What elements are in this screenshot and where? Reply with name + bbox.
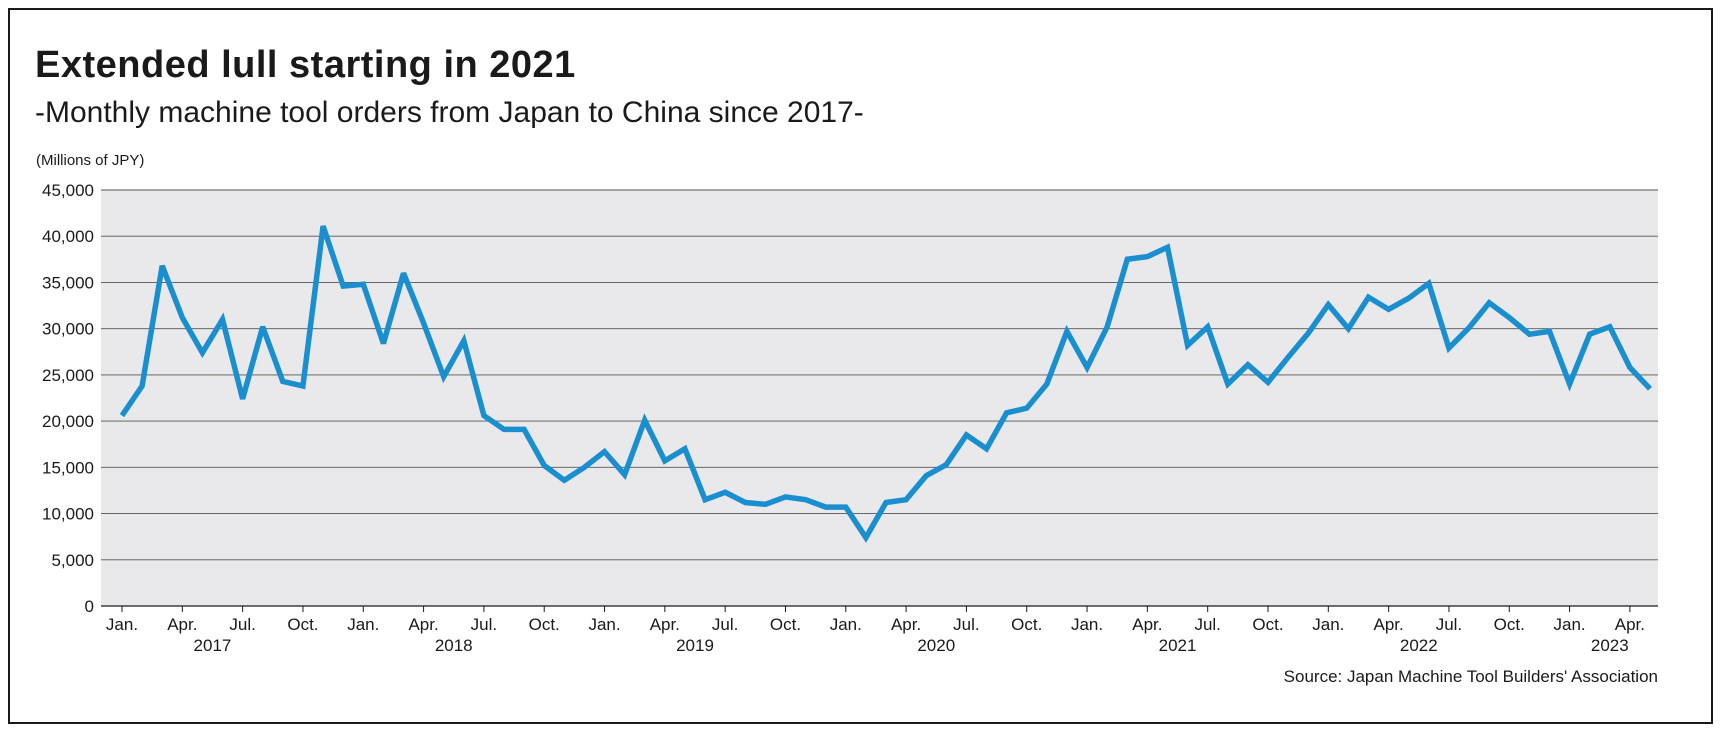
y-axis-tick-labels: 0 5,000 10,000 15,000 20,000 25,000 30,000 35,0… [42, 181, 94, 616]
chart-frame [8, 8, 1713, 724]
y-tick-label: 25,000 [42, 366, 94, 385]
x-tick-label: Apr. [1374, 615, 1404, 634]
x-tick-label: Jan. [1554, 615, 1586, 634]
y-axis-label: (Millions of JPY) [36, 152, 144, 169]
y-tick-label: 5,000 [51, 551, 94, 570]
x-tick-label: Apr. [1132, 615, 1162, 634]
x-tick-label: Jul. [471, 615, 497, 634]
series-group [119, 225, 1653, 543]
x-tick-label: Jan. [588, 615, 620, 634]
y-tick-label: 45,000 [42, 181, 94, 200]
year-label: 2023 [1591, 636, 1629, 655]
x-tick-label: Apr. [650, 615, 680, 634]
x-tick-label: Apr. [167, 615, 197, 634]
x-tick-label: Apr. [408, 615, 438, 634]
year-label: 2018 [435, 636, 473, 655]
y-tick-label: 0 [85, 597, 94, 616]
year-label: 2022 [1400, 636, 1438, 655]
x-tick-label: Oct. [1011, 615, 1042, 634]
year-label: 2019 [676, 636, 714, 655]
x-tick-label: Oct. [1252, 615, 1283, 634]
x-tick-label: Jan. [347, 615, 379, 634]
plot-background [101, 190, 1658, 606]
x-tick-label: Jul. [712, 615, 738, 634]
year-label: 2017 [194, 636, 232, 655]
chart-subtitle: -Monthly machine tool orders from Japan … [35, 96, 864, 129]
x-tick-label: Oct. [287, 615, 318, 634]
x-tick-label: Jul. [953, 615, 979, 634]
chart-title: Extended lull starting in 2021 [35, 44, 576, 86]
y-tick-label: 40,000 [42, 227, 94, 246]
x-axis-year-labels: 2017 2018 2019 2020 2021 2022 2023 [194, 636, 1629, 655]
year-label: 2020 [917, 636, 955, 655]
y-tick-label: 30,000 [42, 320, 94, 339]
x-tick-label: Oct. [1494, 615, 1525, 634]
y-tick-label: 10,000 [42, 505, 94, 524]
y-tick-label: 20,000 [42, 412, 94, 431]
x-tick-label: Jul. [1436, 615, 1462, 634]
x-tick-label: Jan. [1312, 615, 1344, 634]
y-tick-label: 35,000 [42, 273, 94, 292]
x-axis-tick-labels: Jan. Apr. Jul. Oct. Jan. Apr. Jul. Oct. Jan. Apr.… [106, 606, 1645, 634]
source-note: Source: Japan Machine Tool Builders' Ass… [1284, 667, 1658, 686]
x-tick-label: Apr. [1615, 615, 1645, 634]
x-tick-label: Jul. [229, 615, 255, 634]
x-tick-label: Oct. [770, 615, 801, 634]
x-tick-label: Apr. [891, 615, 921, 634]
x-tick-label: Jan. [830, 615, 862, 634]
y-tick-label: 15,000 [42, 458, 94, 477]
x-tick-label: Jan. [1071, 615, 1103, 634]
x-tick-label: Oct. [529, 615, 560, 634]
year-label: 2021 [1159, 636, 1197, 655]
x-tick-label: Jan. [106, 615, 138, 634]
x-tick-label: Jul. [1194, 615, 1220, 634]
